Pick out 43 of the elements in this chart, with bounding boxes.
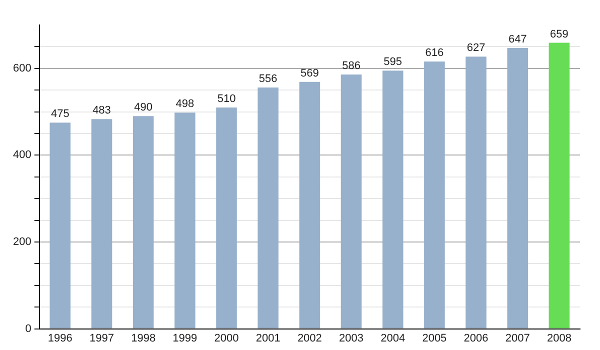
y-tick-label: 400 [12,149,32,162]
x-tick-label: 2005 [422,332,447,344]
x-tick-label: 2008 [546,332,572,344]
y-tick-label: 200 [12,236,32,248]
data-label: 647 [508,34,527,46]
data-label: 498 [176,98,194,110]
data-label: 569 [300,67,319,80]
data-label: 556 [258,73,278,86]
data-label: 510 [217,92,236,105]
y-tick-label: 0 [25,322,32,335]
x-tick-label: 1997 [89,332,114,344]
data-label: 483 [92,104,111,117]
y-tick-label: 600 [12,62,32,74]
x-tick-label: 2000 [214,332,239,344]
x-tick-label: 2006 [464,332,488,344]
bar [299,82,320,328]
bar [132,116,154,328]
bar [50,122,71,328]
bar [466,56,486,328]
bar [258,87,278,328]
bar [91,119,112,328]
x-tick-label: 2002 [297,332,322,344]
bar [340,74,362,328]
data-label: 616 [425,46,444,59]
bar [548,42,570,328]
data-label: 490 [134,102,153,114]
x-tick-label: 2001 [256,332,280,344]
x-tick-label: 2007 [505,332,530,344]
bar [216,107,237,328]
x-tick-label: 2004 [380,332,406,344]
bar [174,112,196,328]
x-tick-label: 1996 [48,332,72,344]
x-tick-label: 1999 [172,332,198,344]
x-tick-label: 2003 [339,332,364,344]
data-label: 659 [550,28,568,40]
bar [507,48,528,328]
data-label: 586 [342,60,360,72]
data-label: 595 [384,56,402,68]
x-tick-label: 1998 [131,332,156,344]
data-label: 627 [466,42,486,54]
data-label: 475 [50,108,70,120]
bar [382,70,404,328]
bar [424,61,445,328]
